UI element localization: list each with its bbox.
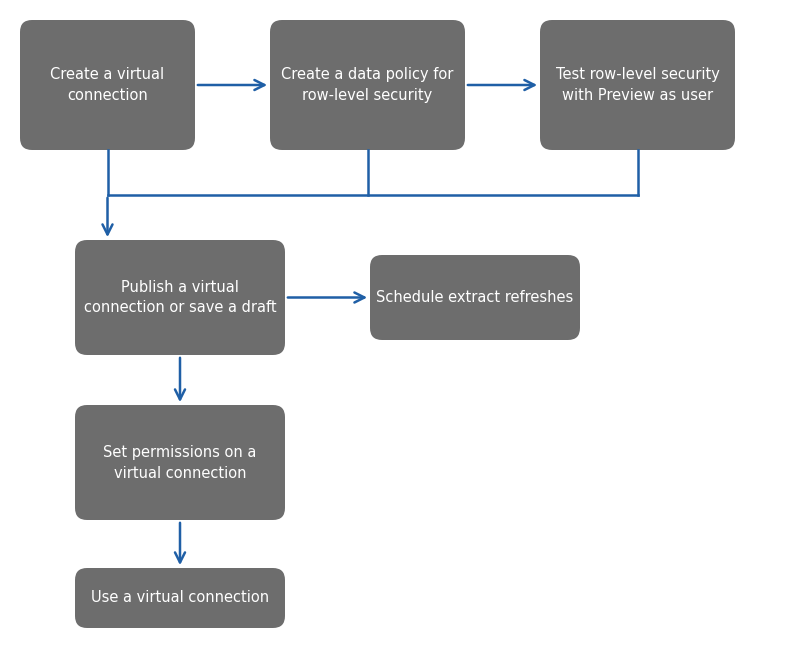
Text: Set permissions on a
virtual connection: Set permissions on a virtual connection (103, 445, 257, 481)
FancyBboxPatch shape (75, 568, 285, 628)
Text: Publish a virtual
connection or save a draft: Publish a virtual connection or save a d… (84, 279, 276, 316)
FancyBboxPatch shape (75, 240, 285, 355)
Text: Use a virtual connection: Use a virtual connection (91, 590, 269, 605)
Text: Create a virtual
connection: Create a virtual connection (50, 67, 165, 103)
Text: Schedule extract refreshes: Schedule extract refreshes (376, 290, 574, 305)
Text: Create a data policy for
row-level security: Create a data policy for row-level secur… (282, 67, 454, 103)
FancyBboxPatch shape (270, 20, 465, 150)
FancyBboxPatch shape (75, 405, 285, 520)
FancyBboxPatch shape (540, 20, 735, 150)
FancyBboxPatch shape (20, 20, 195, 150)
FancyBboxPatch shape (370, 255, 580, 340)
Text: Test row-level security
with Preview as user: Test row-level security with Preview as … (555, 67, 719, 103)
